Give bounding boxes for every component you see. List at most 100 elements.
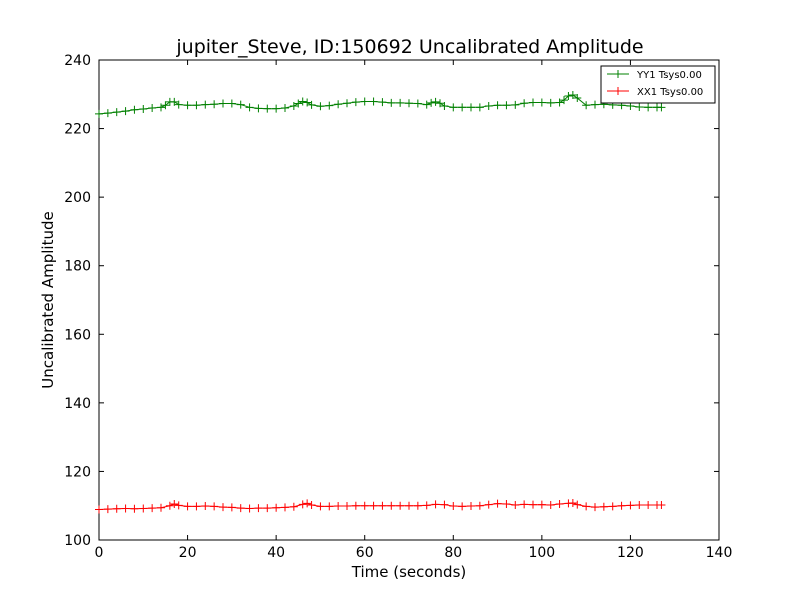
data-point xyxy=(307,501,316,510)
data-point xyxy=(484,101,493,110)
x-tick-label: 120 xyxy=(617,545,644,561)
legend-item: YY1 Tsys0.00 xyxy=(607,70,702,81)
data-point xyxy=(343,99,351,108)
y-tick-label: 100 xyxy=(64,533,91,549)
x-tick-label: 40 xyxy=(267,545,285,561)
data-point xyxy=(635,102,644,111)
data-point xyxy=(529,500,537,509)
data-point xyxy=(360,501,369,510)
data-point xyxy=(130,504,139,513)
data-point xyxy=(303,499,312,508)
x-tick-label: 80 xyxy=(444,545,462,561)
data-point xyxy=(170,500,179,508)
data-point xyxy=(369,501,378,510)
data-point xyxy=(422,501,431,510)
data-point xyxy=(294,99,303,108)
data-point xyxy=(130,105,139,114)
data-point xyxy=(334,502,343,511)
data-point xyxy=(560,96,568,105)
data-point xyxy=(192,502,201,511)
data-point xyxy=(316,502,325,511)
data-point xyxy=(263,504,272,513)
data-point xyxy=(351,98,360,107)
data-point xyxy=(387,98,396,107)
data-point xyxy=(644,103,653,112)
data-point xyxy=(281,503,289,512)
data-point xyxy=(467,103,475,112)
data-point xyxy=(245,504,254,513)
data-point xyxy=(298,97,307,106)
data-point xyxy=(121,504,130,513)
data-point xyxy=(351,501,360,510)
legend-label: YY1 Tsys0.00 xyxy=(636,70,702,81)
y-tick-label: 200 xyxy=(64,190,91,206)
y-tick-label: 180 xyxy=(64,259,91,275)
data-point xyxy=(520,99,529,108)
y-tick-label: 160 xyxy=(64,327,91,343)
data-point xyxy=(192,101,201,110)
legend-label: XX1 Tsys0.00 xyxy=(637,87,703,98)
data-point xyxy=(227,503,236,512)
x-tick-label: 100 xyxy=(528,545,555,561)
series-0 xyxy=(95,90,666,118)
data-point xyxy=(396,501,405,510)
data-point xyxy=(568,90,577,99)
data-point xyxy=(272,503,281,512)
data-point xyxy=(148,104,157,112)
data-point xyxy=(626,501,635,510)
data-point xyxy=(440,500,449,509)
x-axis-title: Time (seconds) xyxy=(351,563,467,581)
data-point xyxy=(378,98,387,107)
data-point xyxy=(467,502,475,511)
data-point xyxy=(236,100,245,109)
data-point xyxy=(157,103,165,112)
data-point xyxy=(564,92,573,100)
data-point xyxy=(289,502,298,511)
data-point xyxy=(183,101,192,110)
data-point xyxy=(475,103,484,112)
data-point xyxy=(121,107,130,116)
data-point xyxy=(387,501,396,510)
data-point xyxy=(227,99,236,108)
data-point xyxy=(529,98,537,107)
data-point xyxy=(555,98,564,107)
data-point xyxy=(573,500,582,509)
data-point xyxy=(254,104,263,113)
data-point xyxy=(139,504,148,513)
x-tick-label: 60 xyxy=(356,545,374,561)
data-point xyxy=(657,103,666,112)
data-point xyxy=(219,503,227,512)
data-point xyxy=(210,100,219,109)
data-point xyxy=(219,99,227,108)
legend: YY1 Tsys0.00 XX1 Tsys0.00 xyxy=(600,65,716,104)
data-point xyxy=(369,97,378,106)
y-axis-title: Uncalibrated Amplitude xyxy=(39,211,57,388)
data-point xyxy=(334,100,343,109)
data-point xyxy=(201,100,210,109)
data-point xyxy=(635,501,644,510)
data-point xyxy=(537,98,546,107)
data-point xyxy=(343,502,351,511)
chart-title: jupiter_Steve, ID:150692 Uncalibrated Am… xyxy=(175,36,643,58)
data-point xyxy=(95,109,103,118)
data-point xyxy=(289,101,298,110)
data-point xyxy=(161,101,170,110)
data-point xyxy=(493,101,502,110)
data-point xyxy=(236,504,245,513)
data-point xyxy=(555,500,564,508)
data-point xyxy=(422,100,431,109)
data-point xyxy=(644,501,653,510)
data-point xyxy=(458,502,467,511)
series-layer xyxy=(95,90,666,514)
y-tick-label: 140 xyxy=(64,396,91,412)
data-point xyxy=(493,499,502,508)
x-tick-label: 0 xyxy=(95,545,104,561)
legend-item: XX1 Tsys0.00 xyxy=(607,87,703,98)
data-point xyxy=(170,97,179,106)
data-point xyxy=(245,103,254,112)
y-tick-label: 120 xyxy=(64,464,91,480)
data-point xyxy=(502,101,511,110)
data-point xyxy=(210,502,219,511)
data-point xyxy=(263,104,272,113)
data-point xyxy=(582,101,591,110)
